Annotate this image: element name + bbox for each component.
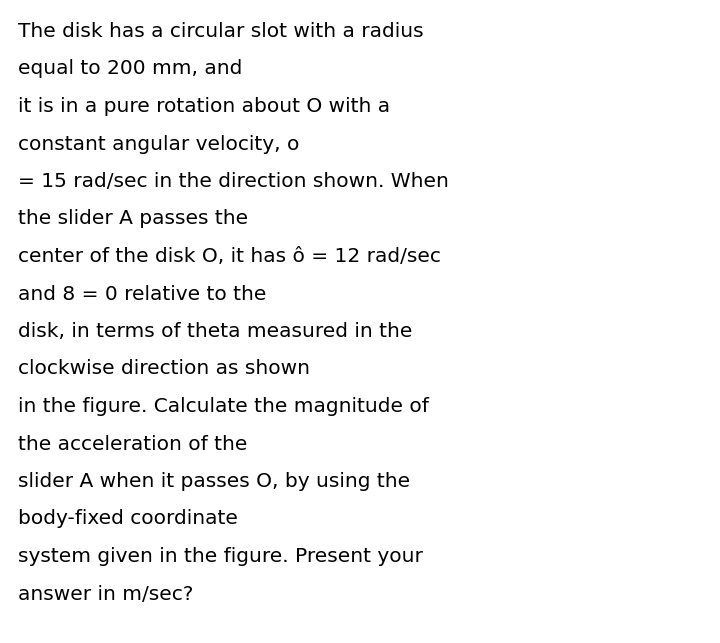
Text: it is in a pure rotation about O with a: it is in a pure rotation about O with a [18, 97, 390, 116]
Text: and 8 = 0 relative to the: and 8 = 0 relative to the [18, 284, 266, 303]
Text: system given in the figure. Present your: system given in the figure. Present your [18, 547, 423, 566]
Text: clockwise direction as shown: clockwise direction as shown [18, 359, 310, 379]
Text: equal to 200 mm, and: equal to 200 mm, and [18, 60, 243, 78]
Text: slider A when it passes O, by using the: slider A when it passes O, by using the [18, 472, 410, 491]
Text: in the figure. Calculate the magnitude of: in the figure. Calculate the magnitude o… [18, 397, 429, 416]
Text: constant angular velocity, o: constant angular velocity, o [18, 134, 300, 154]
Text: The disk has a circular slot with a radius: The disk has a circular slot with a radi… [18, 22, 423, 41]
Text: disk, in terms of theta measured in the: disk, in terms of theta measured in the [18, 322, 413, 341]
Text: center of the disk O, it has ô = 12 rad/sec: center of the disk O, it has ô = 12 rad/… [18, 247, 441, 266]
Text: the slider A passes the: the slider A passes the [18, 210, 248, 228]
Text: = 15 rad/sec in the direction shown. When: = 15 rad/sec in the direction shown. Whe… [18, 172, 449, 191]
Text: body-fixed coordinate: body-fixed coordinate [18, 509, 238, 529]
Text: answer in m/sec?: answer in m/sec? [18, 584, 194, 604]
Text: the acceleration of the: the acceleration of the [18, 435, 248, 453]
